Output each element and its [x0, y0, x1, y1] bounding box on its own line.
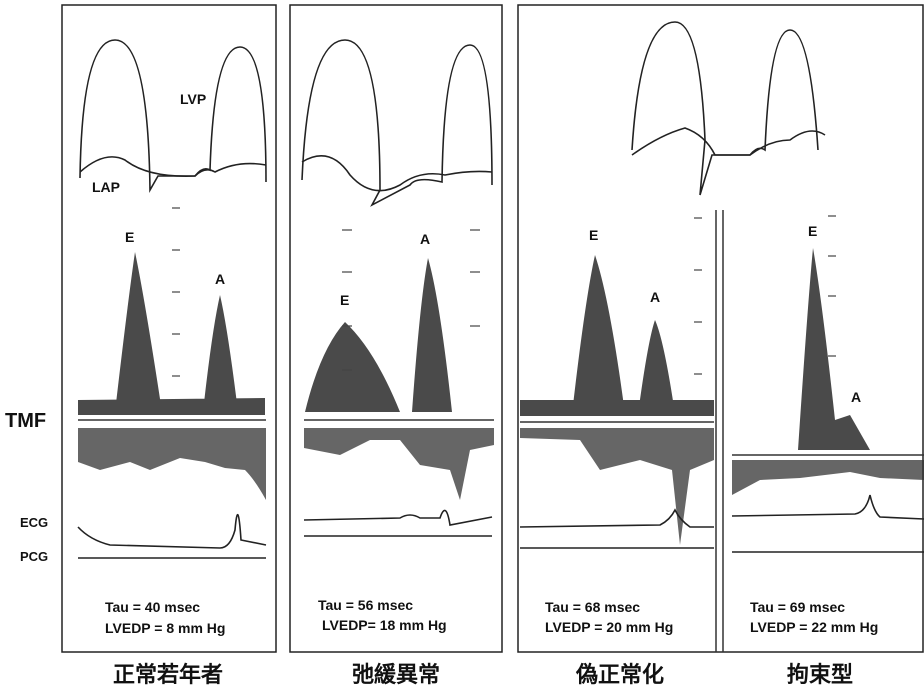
- doppler-reverse: [78, 428, 266, 500]
- e-label: E: [589, 227, 598, 243]
- lap-curve: [301, 155, 493, 192]
- panel-frame: [289, 4, 503, 653]
- tau: Tau = 69 msec: [750, 599, 845, 615]
- caption: 拘束型: [787, 662, 853, 687]
- pcg-label: PCG: [20, 549, 48, 564]
- doppler-reverse: [304, 428, 494, 500]
- caption: 正常若年者: [113, 662, 223, 687]
- a-label: A: [851, 389, 861, 405]
- a-label: A: [420, 231, 430, 247]
- caption: 偽正常化: [575, 662, 664, 687]
- a-label: A: [650, 289, 660, 305]
- lvp-curve: [301, 39, 493, 207]
- lap-curve: [631, 127, 826, 156]
- e-label: E: [808, 223, 817, 239]
- scale-marks: [172, 207, 836, 377]
- panel-frame: [61, 4, 277, 653]
- ecg-trace: [303, 509, 493, 526]
- tau: Tau = 56 msec: [318, 597, 413, 613]
- doppler-reverse: [732, 460, 924, 495]
- lvp-curve: [79, 39, 267, 193]
- lvedp: LVEDP = 22 mm Hg: [750, 619, 878, 635]
- lap-curve: [79, 156, 267, 177]
- panel-frame: [517, 4, 924, 653]
- ecg-trace: [731, 494, 924, 520]
- tau: Tau = 40 msec: [105, 599, 200, 615]
- doppler-flow: [305, 258, 452, 412]
- doppler-flow: [798, 248, 870, 450]
- doppler-reverse: [520, 428, 714, 545]
- ecg-label: ECG: [20, 515, 48, 530]
- tmf-label: TMF: [5, 410, 46, 432]
- lvedp: LVEDP = 20 mm Hg: [545, 619, 673, 635]
- e-label: E: [125, 229, 134, 245]
- tau: Tau = 68 msec: [545, 599, 640, 615]
- ecg-trace: [519, 508, 714, 528]
- e-label: E: [340, 292, 349, 308]
- caption: 弛緩異常: [352, 662, 440, 687]
- lap-label: LAP: [92, 179, 120, 195]
- lvp-curve: [631, 21, 819, 196]
- lvedp: LVEDP= 18 mm Hg: [322, 617, 447, 633]
- a-label: A: [215, 271, 225, 287]
- lvedp: LVEDP = 8 mm Hg: [105, 620, 225, 636]
- doppler-flow: [78, 252, 265, 415]
- ecg-trace: [77, 514, 267, 549]
- doppler-flow: [520, 255, 714, 416]
- lvp-label: LVP: [180, 91, 206, 107]
